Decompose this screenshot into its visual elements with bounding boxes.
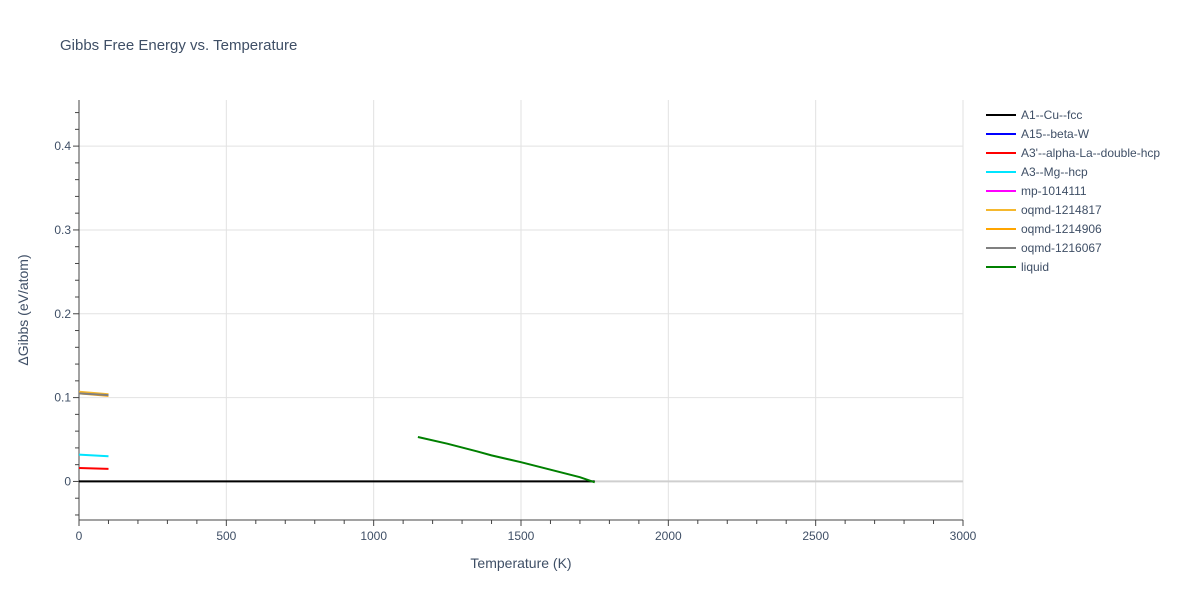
- y-tick-label: 0.4: [54, 139, 71, 153]
- x-tick-label: 0: [76, 529, 83, 543]
- chart-title: Gibbs Free Energy vs. Temperature: [60, 37, 297, 54]
- y-tick-label: 0.2: [54, 307, 71, 321]
- legend-label: A1--Cu--fcc: [1021, 108, 1082, 122]
- series-line-a3-mg-hcp: [78, 453, 109, 458]
- y-tick-label: 0.1: [54, 391, 71, 405]
- y-tick-label: 0.3: [54, 223, 71, 237]
- x-tick-label: 1000: [360, 529, 387, 543]
- series-line-liquid: [417, 436, 596, 484]
- series-line-oqmd-1216067: [78, 392, 109, 397]
- x-axis-title: Temperature (K): [470, 555, 571, 571]
- x-tick-label: 3000: [950, 529, 977, 543]
- legend-label: A15--beta-W: [1021, 127, 1090, 141]
- series-line-a3-alpha-la-double-hcp: [78, 467, 109, 470]
- y-tick-label: 0: [64, 474, 71, 488]
- legend-label: A3--Mg--hcp: [1021, 165, 1088, 179]
- legend-label: mp-1014111: [1021, 184, 1087, 198]
- x-tick-label: 2000: [655, 529, 682, 543]
- legend-label: liquid: [1021, 260, 1049, 274]
- legend-label: oqmd-1214906: [1021, 222, 1102, 236]
- legend-label: oqmd-1216067: [1021, 241, 1102, 255]
- legend-label: oqmd-1214817: [1021, 203, 1102, 217]
- legend-label: A3'--alpha-La--double-hcp: [1021, 146, 1160, 160]
- x-tick-label: 2500: [802, 529, 829, 543]
- x-tick-label: 1500: [508, 529, 535, 543]
- x-tick-label: 500: [216, 529, 236, 543]
- y-axis-title: ΔGibbs (eV/atom): [15, 254, 31, 365]
